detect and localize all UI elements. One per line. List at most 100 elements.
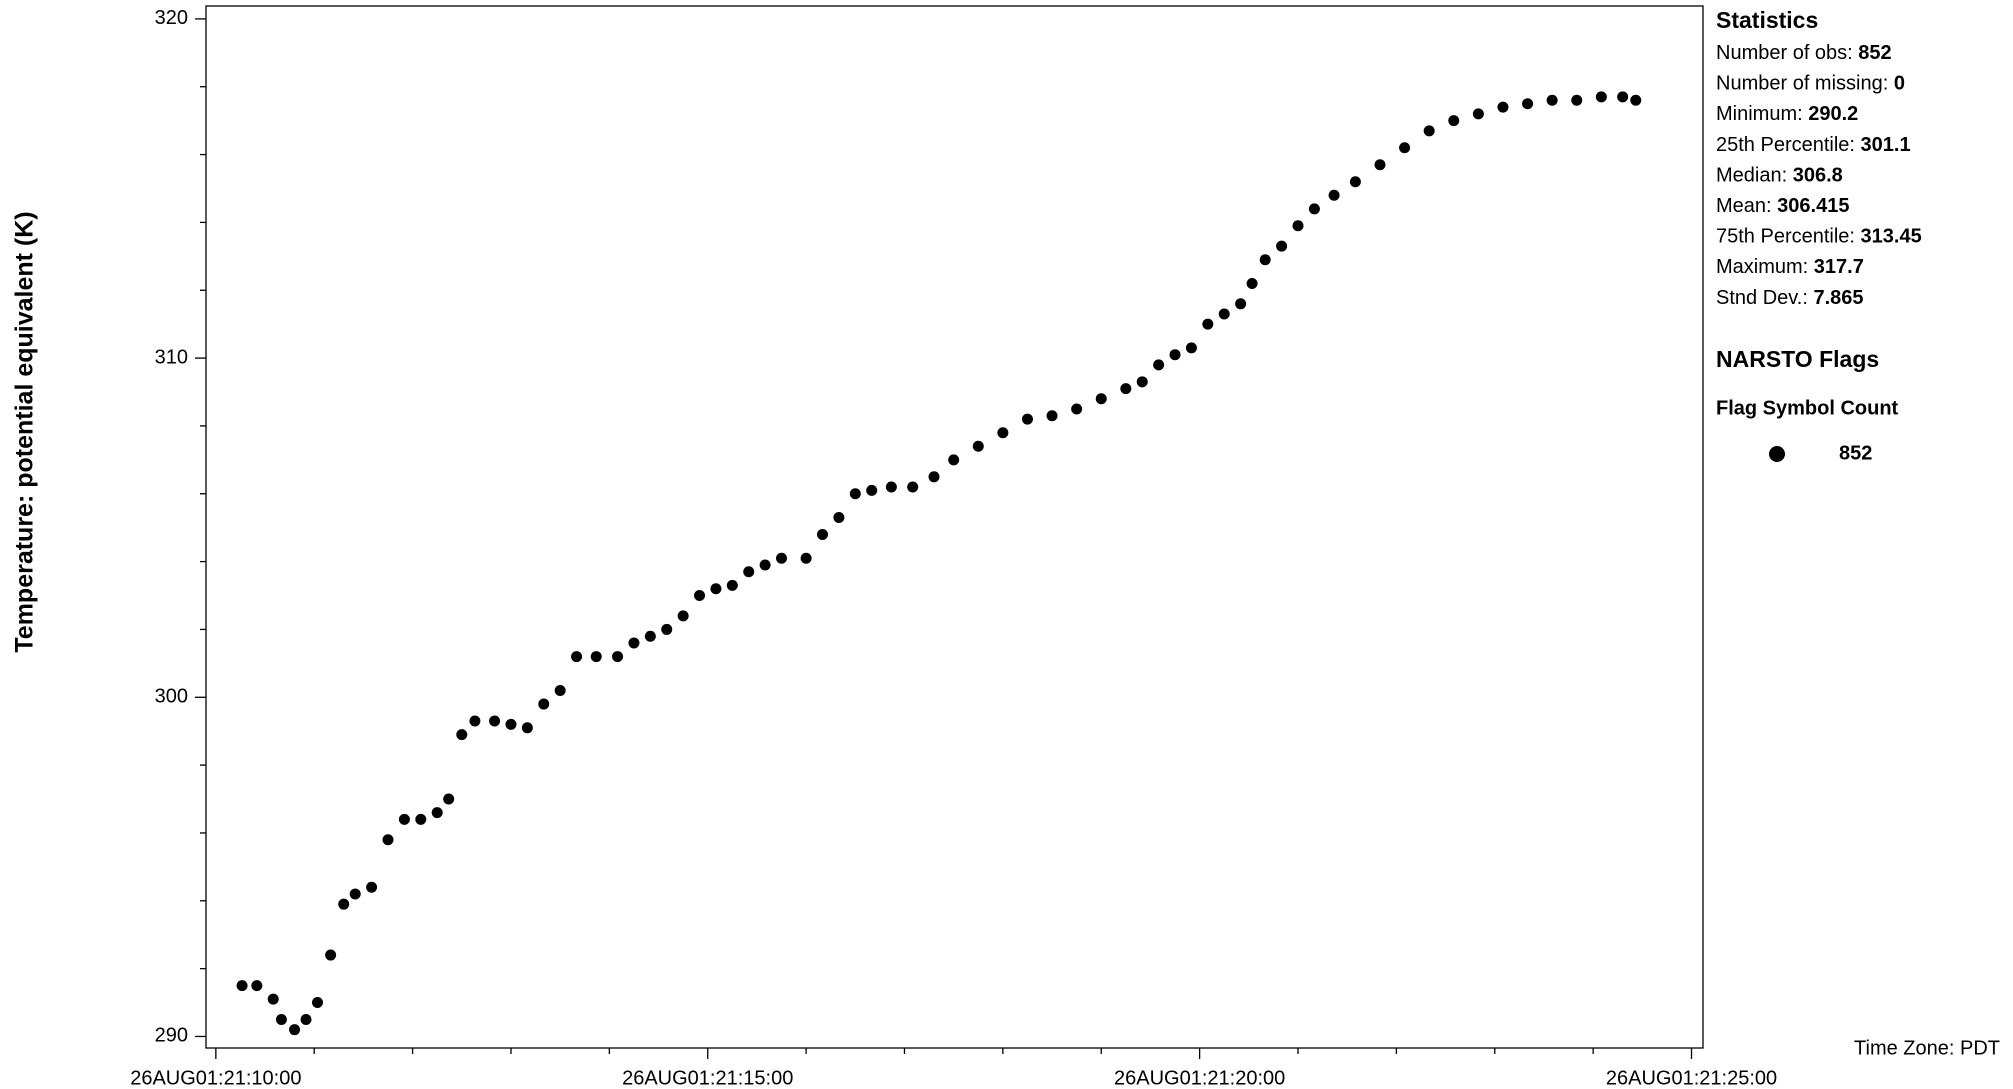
data-point [710,583,722,595]
stat-value: 306.8 [1793,165,1843,187]
data-point [776,552,788,564]
data-point [1218,308,1230,320]
data-point [443,793,455,805]
stat-value: 306.415 [1777,195,1849,217]
x-tick-label: 26AUG01:21:10:00 [130,1067,301,1089]
data-point [997,427,1009,439]
data-point [866,484,878,496]
stat-line: Maximum: 317.7 [1716,256,1864,278]
data-point [521,722,533,734]
data-point [817,528,829,540]
data-point [1472,108,1484,120]
data-point [1071,403,1083,415]
stat-value: 313.45 [1861,226,1922,248]
data-point [628,637,640,649]
data-point [948,454,960,466]
stat-line: Median: 306.8 [1716,165,1843,187]
data-point [236,980,248,992]
stat-label: Stnd Dev.: [1716,287,1808,309]
data-point [1497,101,1509,113]
data-point [1095,393,1107,405]
stat-value: 301.1 [1861,134,1911,156]
data-point [759,559,771,571]
stat-label: Maximum: [1716,256,1808,278]
flag-count: 852 [1839,442,1872,464]
data-point [885,481,897,493]
data-point [382,834,394,846]
data-point [1259,254,1271,266]
data-point [907,481,919,493]
stat-line: 25th Percentile: 301.1 [1716,134,1911,156]
stat-label: Number of obs: [1716,42,1853,64]
stat-value: 317.7 [1814,256,1864,278]
data-point [1617,91,1629,103]
stat-value: 290.2 [1808,103,1858,125]
data-point [505,718,517,730]
data-point [743,566,755,578]
data-point [833,512,845,524]
stat-label: 25th Percentile: [1716,134,1855,156]
data-point [571,651,583,663]
data-point [469,715,481,727]
stat-value: 0 [1894,73,1905,95]
stat-label: Mean: [1716,195,1772,217]
data-point [928,471,940,483]
stat-line: Number of obs: 852 [1716,42,1892,64]
data-point [289,1024,301,1036]
data-point [275,1014,287,1026]
data-point [325,949,337,961]
stats-title: Statistics [1716,7,1818,33]
data-point [349,888,361,900]
stat-value: 852 [1858,42,1891,64]
data-point [800,552,812,564]
stat-value: 7.865 [1813,287,1863,309]
stat-label: Number of missing: [1716,73,1888,95]
data-point [1308,203,1320,215]
y-tick-label: 310 [155,346,188,368]
stat-line: Minimum: 290.2 [1716,103,1858,125]
stat-label: Median: [1716,165,1787,187]
data-point [1328,189,1340,201]
data-point [311,997,323,1009]
data-point [267,993,279,1005]
x-tick-label: 26AUG01:21:20:00 [1114,1067,1285,1089]
data-point [644,630,656,642]
flag-symbol [1769,446,1785,462]
data-point [1630,94,1642,106]
stat-line: Stnd Dev.: 7.865 [1716,287,1864,309]
stat-label: 75th Percentile: [1716,226,1855,248]
data-point [1595,91,1607,103]
data-point [1185,342,1197,354]
flags-title: NARSTO Flags [1716,346,1879,372]
data-point [489,715,501,727]
data-point [590,651,602,663]
data-point [1292,220,1304,232]
data-point [849,488,861,500]
flags-header: Flag Symbol Count [1716,397,1899,419]
stat-line: 75th Percentile: 313.45 [1716,226,1922,248]
data-point [1399,142,1411,154]
plot-frame [205,5,1704,1049]
data-point [726,579,738,591]
data-point [661,623,673,635]
x-tick-label: 26AUG01:21:15:00 [622,1067,793,1089]
data-point [1349,176,1361,188]
data-point [1136,376,1148,388]
data-point [366,881,378,893]
data-point [431,807,443,819]
data-point [972,440,984,452]
data-point [538,698,550,710]
data-point [694,590,706,602]
data-point [1522,98,1534,110]
y-tick-label: 320 [155,7,188,29]
data-point [1169,349,1181,361]
data-point [398,813,410,825]
data-point [1153,359,1165,371]
x-tick-label: 26AUG01:21:25:00 [1606,1067,1777,1089]
data-point [1120,383,1132,395]
data-point [1202,318,1214,330]
data-point [1046,410,1058,422]
y-tick-label: 290 [155,1025,188,1047]
data-point [1571,94,1583,106]
